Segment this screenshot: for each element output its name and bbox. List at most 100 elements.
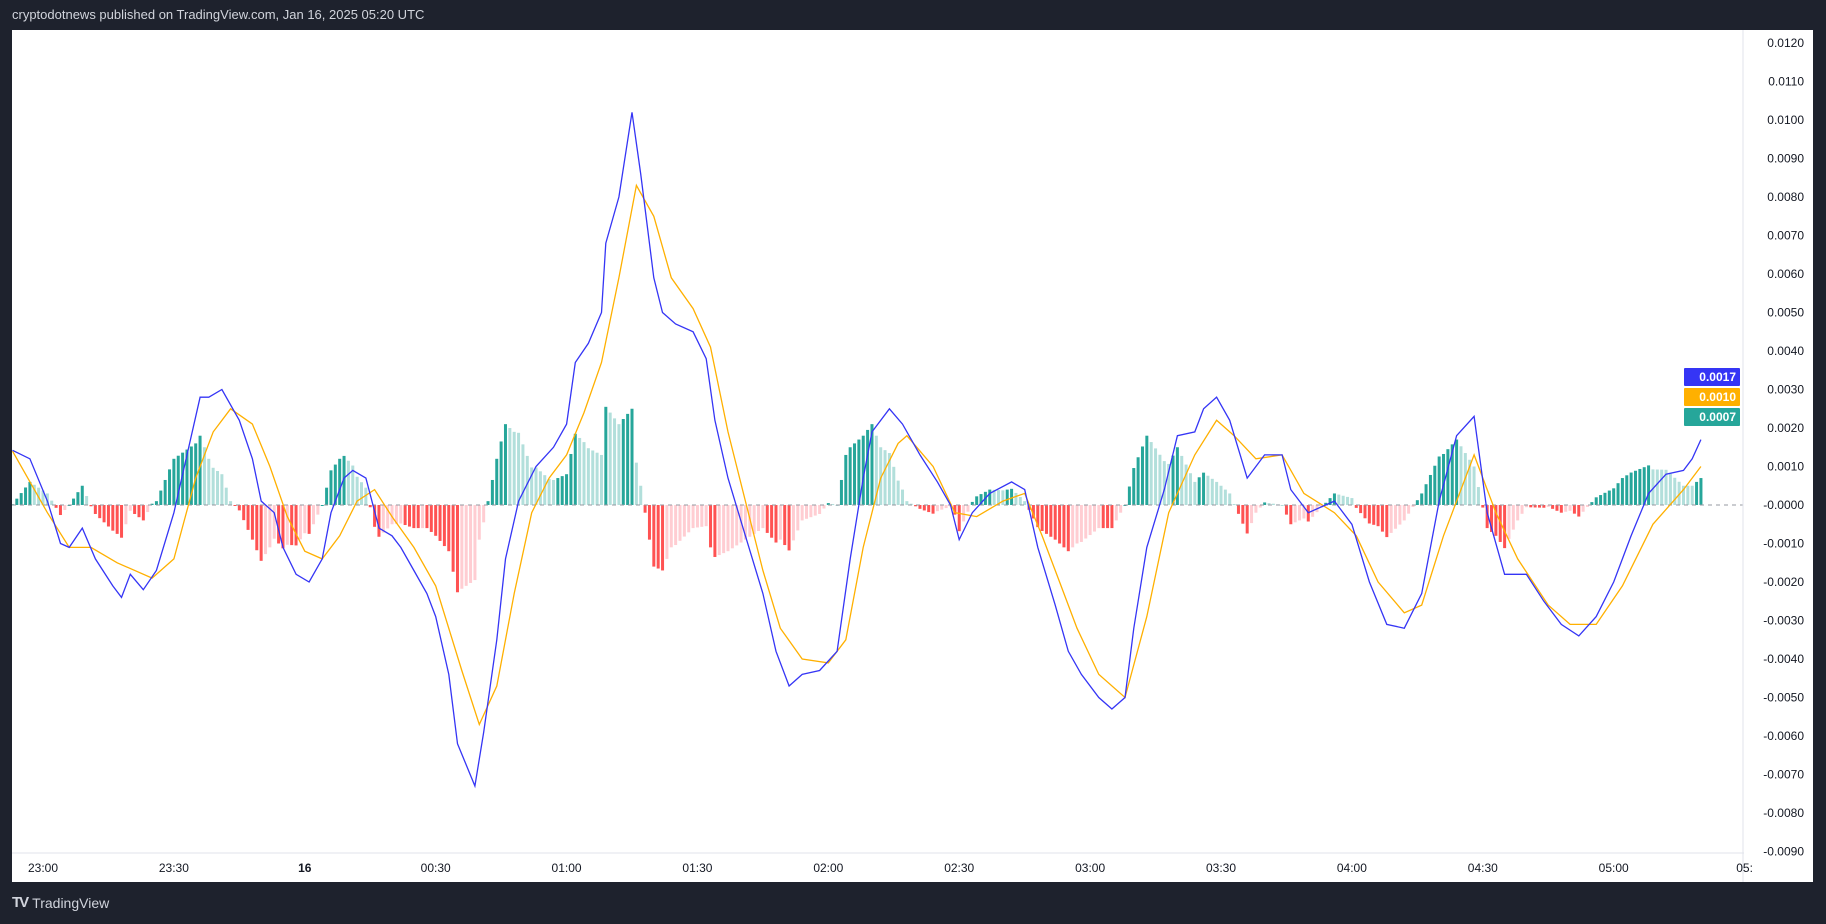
histogram-bar [538, 471, 542, 505]
histogram-bar [530, 467, 534, 505]
histogram-bar [1695, 481, 1699, 505]
histogram-bar [626, 413, 630, 505]
last-value-text: 0.0007 [1699, 410, 1736, 424]
histogram-bar [905, 501, 909, 505]
histogram-bar [822, 505, 826, 509]
histogram-bar [1010, 488, 1014, 505]
histogram-bar [621, 419, 625, 505]
time-axis-label: 23:30 [159, 861, 189, 875]
histogram-bar [1075, 505, 1079, 544]
histogram-bar [599, 454, 603, 505]
histogram-bar [831, 504, 835, 506]
histogram-bar [399, 505, 403, 524]
histogram-bar [1324, 502, 1328, 505]
histogram-bar [1066, 505, 1070, 552]
histogram-bar [844, 454, 848, 505]
price-axis-label: 0.0050 [1767, 306, 1804, 320]
histogram-bar [1337, 494, 1341, 505]
histogram-bar [787, 505, 791, 551]
histogram-bar [765, 505, 769, 533]
time-axis-label: 04:30 [1468, 861, 1498, 875]
price-axis-label: -0.0040 [1763, 652, 1804, 666]
histogram-bar [495, 458, 499, 505]
histogram-bar [207, 458, 211, 505]
histogram-bar [896, 480, 900, 505]
price-axis-label: 0.0090 [1767, 152, 1804, 166]
last-value-badge [1684, 408, 1740, 426]
publication-header: cryptodotnews published on TradingView.c… [12, 7, 425, 22]
histogram-bar [1594, 497, 1598, 505]
histogram-bar [237, 505, 241, 511]
histogram-bar [517, 432, 521, 505]
histogram-bar [639, 485, 643, 505]
histogram-bar [1298, 505, 1302, 521]
price-axis-label: 0.0010 [1767, 460, 1804, 474]
histogram-bar [1660, 469, 1664, 505]
price-axis-label: -0.0090 [1763, 845, 1804, 859]
histogram-bar [1472, 466, 1476, 505]
histogram-bar [185, 449, 189, 505]
macd-chart-panel[interactable]: 0.0120 0.0110 0.0100 0.0090 0.0080 0.0070 0.00… [12, 30, 1813, 882]
histogram-bar [757, 505, 761, 531]
histogram-bar [1402, 505, 1406, 521]
price-axis-label: -0.0060 [1763, 729, 1804, 743]
histogram-bar [312, 505, 316, 525]
histogram-bar [691, 505, 695, 529]
macd-chart[interactable]: 0.0120 0.0110 0.0100 0.0090 0.0080 0.0070 0.00… [12, 30, 1813, 882]
histogram-bar [255, 505, 259, 551]
last-value-text: 0.0010 [1699, 390, 1736, 404]
histogram-bar [1079, 505, 1083, 542]
histogram-bar [796, 505, 800, 531]
histogram-bar [556, 478, 560, 505]
price-axis[interactable] [1744, 30, 1813, 882]
histogram-bar [1389, 505, 1393, 533]
histogram-bar [355, 476, 359, 505]
histogram-bar [1210, 478, 1214, 505]
histogram-bar [931, 505, 935, 514]
histogram-bar [250, 505, 254, 540]
histogram-bar [818, 505, 822, 514]
footer-brand: TradingView [32, 894, 110, 911]
histogram-bar [1332, 493, 1336, 505]
time-axis-label: 02:30 [944, 861, 974, 875]
histogram-bar [128, 505, 132, 511]
histogram-bar [1267, 503, 1271, 505]
histogram-bar [1616, 483, 1620, 505]
histogram-bar [979, 494, 983, 505]
histogram-bar [1084, 505, 1088, 539]
histogram-bar [233, 505, 237, 506]
histogram-bar [661, 505, 665, 571]
histogram-bar [643, 505, 647, 513]
histogram-bar [246, 505, 250, 530]
histogram-bar [1568, 505, 1572, 511]
histogram-bar [421, 505, 425, 529]
histogram-bar [202, 447, 206, 505]
histogram-bar [1542, 505, 1546, 508]
histogram-bar [1250, 505, 1254, 524]
histogram-bar [1586, 505, 1590, 507]
price-axis-label: -0.0080 [1763, 806, 1804, 820]
histogram-bar [853, 443, 857, 505]
histogram-bar [543, 475, 547, 505]
histogram-bar [1520, 505, 1524, 514]
histogram-bar [1149, 442, 1153, 505]
histogram-bar [359, 482, 363, 505]
histogram-bar [678, 505, 682, 541]
histogram-bar [24, 487, 28, 505]
histogram-bar [1171, 455, 1175, 505]
histogram-bar [429, 505, 433, 532]
histogram-bar [1690, 485, 1694, 505]
tradingview-logo-icon: TV [12, 894, 29, 911]
histogram-bar [551, 479, 555, 505]
histogram-bar [1350, 498, 1354, 505]
histogram-bar [1293, 505, 1297, 523]
histogram-bar [578, 437, 582, 505]
time-axis-label: 01:00 [552, 861, 582, 875]
histogram-bar [1359, 505, 1363, 514]
histogram-bar [141, 505, 145, 521]
histogram-bar [717, 505, 721, 556]
histogram-bar [1341, 495, 1345, 505]
histogram-bar [1058, 505, 1062, 544]
histogram-bar [1097, 505, 1101, 529]
histogram-bar [665, 505, 669, 559]
